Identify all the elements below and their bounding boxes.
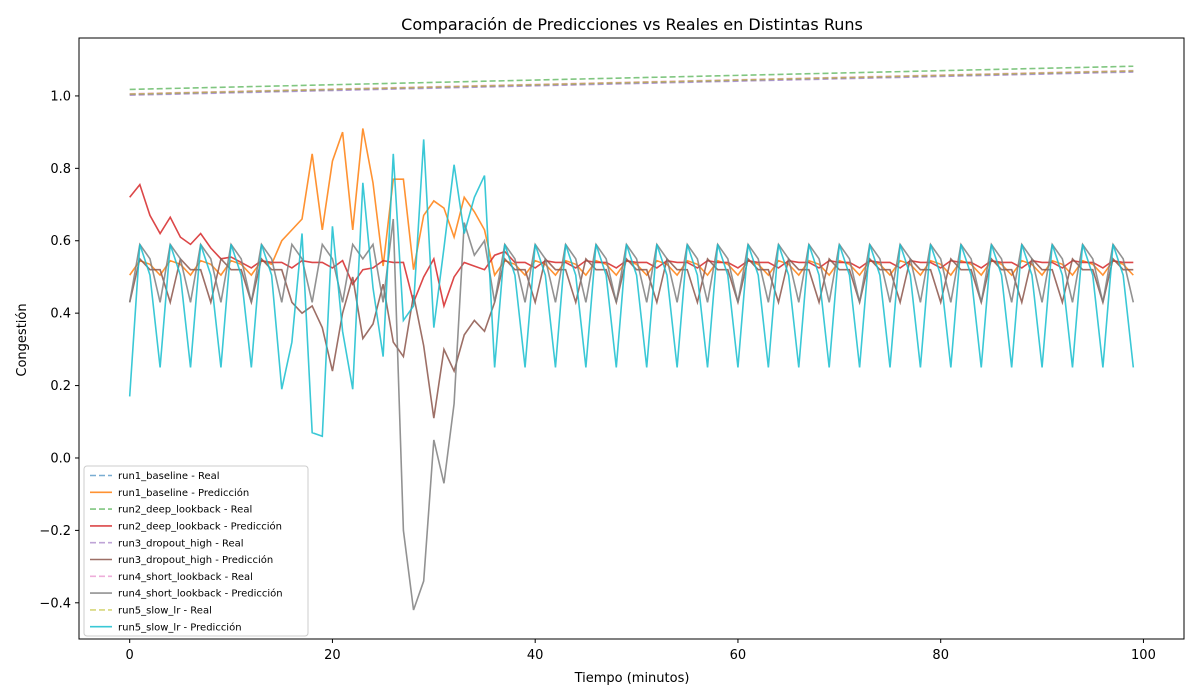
y-tick-label: 0.0 <box>50 451 71 466</box>
x-tick-label: 0 <box>126 648 134 663</box>
axes: 0 20 40 60 80 100 −0.4 −0.2 0.0 0.2 0.4 0.6 0.8 1.0 <box>39 37 1185 663</box>
x-tick-label: 80 <box>932 648 949 663</box>
legend-label-9: run5_slow_lr - Real <box>118 606 212 617</box>
x-tick-label: 100 <box>1131 648 1156 663</box>
x-axis-label: Tiempo (minutos) <box>574 671 690 686</box>
y-tick-label: 0.6 <box>50 234 71 249</box>
legend-label-5: run3_dropout_high - Real <box>118 538 244 549</box>
legend-label-1: run1_baseline - Real <box>118 471 220 482</box>
legend-label-3: run2_deep_lookback - Real <box>118 505 252 516</box>
series-line-10 <box>128 139 1135 438</box>
series-line-6 <box>128 257 1134 419</box>
legend-label-8: run4_short_lookback - Predicción <box>118 588 283 600</box>
x-tick-label: 20 <box>324 648 341 663</box>
x-tick-label: 60 <box>730 648 747 663</box>
y-axis-label: Congestión <box>15 303 30 376</box>
chart-title: Comparación de Predicciones vs Reales en… <box>401 15 863 34</box>
y-tick-label: 0.2 <box>50 379 71 394</box>
legend-label-2: run1_baseline - Predicción <box>118 487 249 499</box>
series-line-5 <box>129 71 1134 96</box>
series-line-8 <box>128 218 1135 611</box>
plot-area <box>128 65 1135 611</box>
legend-box <box>83 465 309 637</box>
y-tick-label: 0.8 <box>50 162 71 177</box>
legend-label-6: run3_dropout_high - Predicción <box>118 554 273 566</box>
legend-label-10: run5_slow_lr - Predicción <box>118 621 242 633</box>
legend-label-7: run4_short_lookback - Real <box>118 572 253 583</box>
y-tick-label: 0.4 <box>50 307 71 322</box>
plot-frame <box>78 37 1185 640</box>
y-tick-label: −0.4 <box>39 596 71 611</box>
y-tick-label: −0.2 <box>39 524 71 539</box>
legend-label-4: run2_deep_lookback - Predicción <box>118 521 282 533</box>
x-tick-label: 40 <box>527 648 544 663</box>
legend: run1_baseline - Real run1_baseline - Pred… <box>83 465 309 637</box>
series-line-9 <box>129 70 1134 95</box>
y-tick-label: 1.0 <box>50 89 71 104</box>
series-line-3 <box>129 65 1134 91</box>
